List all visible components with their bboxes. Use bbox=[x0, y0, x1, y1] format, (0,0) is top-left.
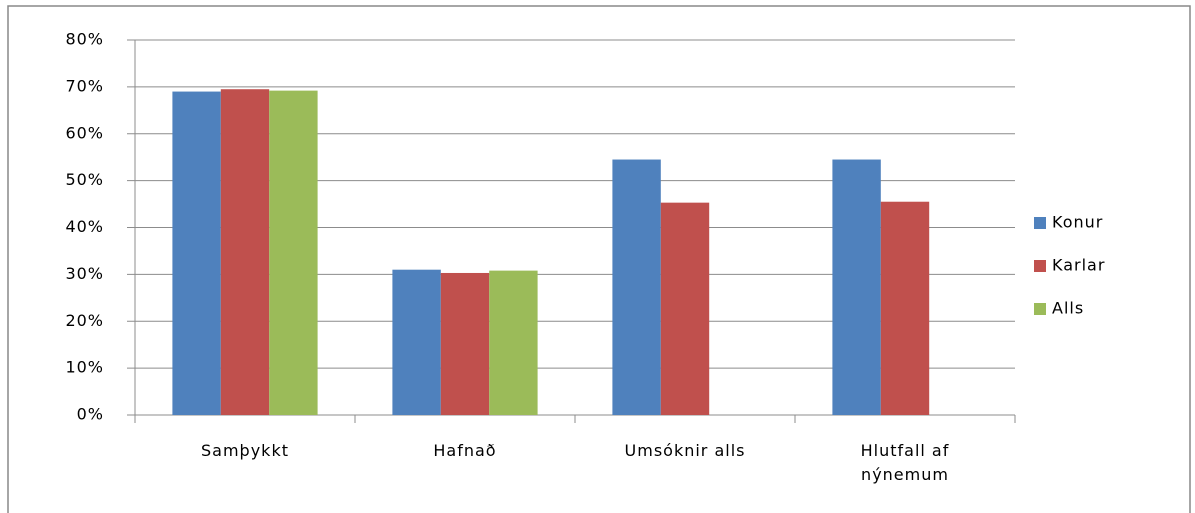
y-tick-label: 10% bbox=[65, 358, 104, 377]
legend-swatch bbox=[1034, 217, 1046, 229]
y-tick-label: 40% bbox=[65, 217, 104, 236]
y-tick-label: 50% bbox=[65, 170, 104, 189]
x-tick-label: Hafnað bbox=[433, 441, 497, 460]
x-tick-label: Hlutfall af nýnemum bbox=[860, 441, 950, 484]
bar bbox=[880, 201, 930, 415]
bar bbox=[489, 270, 538, 415]
y-tick-label: 20% bbox=[65, 311, 104, 330]
bar bbox=[269, 90, 318, 415]
y-tick-label: 60% bbox=[65, 123, 104, 142]
y-tick-label: 30% bbox=[65, 264, 104, 283]
x-tick-label: Samþykkt bbox=[201, 441, 289, 460]
bar bbox=[172, 91, 221, 415]
y-tick-label: 80% bbox=[65, 30, 104, 49]
bar bbox=[440, 272, 490, 415]
chart-border bbox=[7, 5, 1191, 513]
y-tick-label: 0% bbox=[77, 405, 104, 424]
bar bbox=[660, 202, 710, 415]
legend-swatch bbox=[1034, 303, 1046, 315]
bar bbox=[612, 159, 661, 415]
bar bbox=[832, 159, 881, 415]
y-tick-label: 70% bbox=[65, 76, 104, 95]
legend-label: Konur bbox=[1052, 213, 1103, 232]
legend-label: Alls bbox=[1052, 299, 1084, 318]
x-tick-label: Umsóknir alls bbox=[624, 441, 746, 460]
legend-swatch bbox=[1034, 260, 1046, 272]
bar bbox=[220, 89, 270, 415]
bar bbox=[392, 269, 441, 415]
legend-label: Karlar bbox=[1052, 256, 1105, 275]
